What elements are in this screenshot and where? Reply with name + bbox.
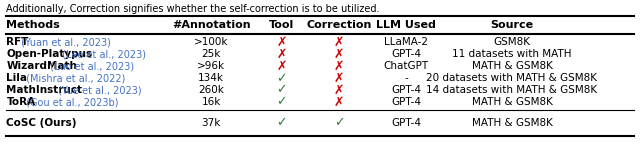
Text: ✗: ✗ (334, 36, 344, 49)
Text: 134k: 134k (198, 73, 224, 83)
Text: ✓: ✓ (276, 84, 287, 97)
Text: ✗: ✗ (334, 72, 344, 85)
Text: GPT-4: GPT-4 (392, 49, 421, 59)
Text: (Mishra et al., 2022): (Mishra et al., 2022) (22, 73, 125, 83)
Text: GPT-4: GPT-4 (392, 118, 421, 128)
Text: -: - (404, 73, 408, 83)
Text: (Luo et al., 2023): (Luo et al., 2023) (47, 61, 134, 71)
Text: ✗: ✗ (276, 48, 287, 61)
Text: Open-Platypus: Open-Platypus (6, 49, 93, 59)
Text: GPT-4: GPT-4 (392, 97, 421, 107)
Text: >96k: >96k (197, 61, 225, 71)
Text: Lila: Lila (6, 73, 28, 83)
Text: WizardMath: WizardMath (6, 61, 77, 71)
Text: 20 datasets with MATH & GSM8K: 20 datasets with MATH & GSM8K (426, 73, 598, 83)
Text: (Lee et al., 2023): (Lee et al., 2023) (59, 49, 146, 59)
Text: Additionally, Correction signifies whether the self-correction is to be utilized: Additionally, Correction signifies wheth… (6, 4, 380, 14)
Text: MATH & GSM8K: MATH & GSM8K (472, 97, 552, 107)
Text: >100k: >100k (194, 37, 228, 48)
Text: (Yuan et al., 2023): (Yuan et al., 2023) (19, 37, 111, 48)
Text: 14 datasets with MATH & GSM8K: 14 datasets with MATH & GSM8K (426, 85, 598, 95)
Text: ✗: ✗ (276, 36, 287, 49)
Text: 37k: 37k (202, 118, 221, 128)
Text: #Annotation: #Annotation (172, 20, 250, 30)
Text: ✓: ✓ (276, 116, 287, 129)
Text: Tool: Tool (269, 20, 294, 30)
Text: LLM Used: LLM Used (376, 20, 436, 30)
Text: ✗: ✗ (334, 48, 344, 61)
Text: 260k: 260k (198, 85, 224, 95)
Text: RFT: RFT (6, 37, 29, 48)
Text: ✗: ✗ (334, 84, 344, 97)
Text: CoSC (Ours): CoSC (Ours) (6, 118, 77, 128)
Text: 25k: 25k (202, 49, 221, 59)
Text: (Yue et al., 2023): (Yue et al., 2023) (55, 85, 141, 95)
Text: ToRA: ToRA (6, 97, 36, 107)
Text: ✓: ✓ (276, 96, 287, 109)
Text: MathInstruct: MathInstruct (6, 85, 83, 95)
Text: Methods: Methods (6, 20, 60, 30)
Text: GSM8K: GSM8K (493, 37, 531, 48)
Text: ChatGPT: ChatGPT (384, 61, 429, 71)
Text: ✗: ✗ (334, 96, 344, 109)
Text: MATH & GSM8K: MATH & GSM8K (472, 118, 552, 128)
Text: Correction: Correction (307, 20, 372, 30)
Text: 16k: 16k (202, 97, 221, 107)
Text: ✗: ✗ (276, 60, 287, 73)
Text: Source: Source (490, 20, 534, 30)
Text: MATH & GSM8K: MATH & GSM8K (472, 61, 552, 71)
Text: GPT-4: GPT-4 (392, 85, 421, 95)
Text: 11 datasets with MATH: 11 datasets with MATH (452, 49, 572, 59)
Text: LLaMA-2: LLaMA-2 (385, 37, 428, 48)
Text: (Gou et al., 2023b): (Gou et al., 2023b) (22, 97, 118, 107)
Text: ✓: ✓ (276, 72, 287, 85)
Text: ✗: ✗ (334, 60, 344, 73)
Text: ✓: ✓ (334, 116, 344, 129)
